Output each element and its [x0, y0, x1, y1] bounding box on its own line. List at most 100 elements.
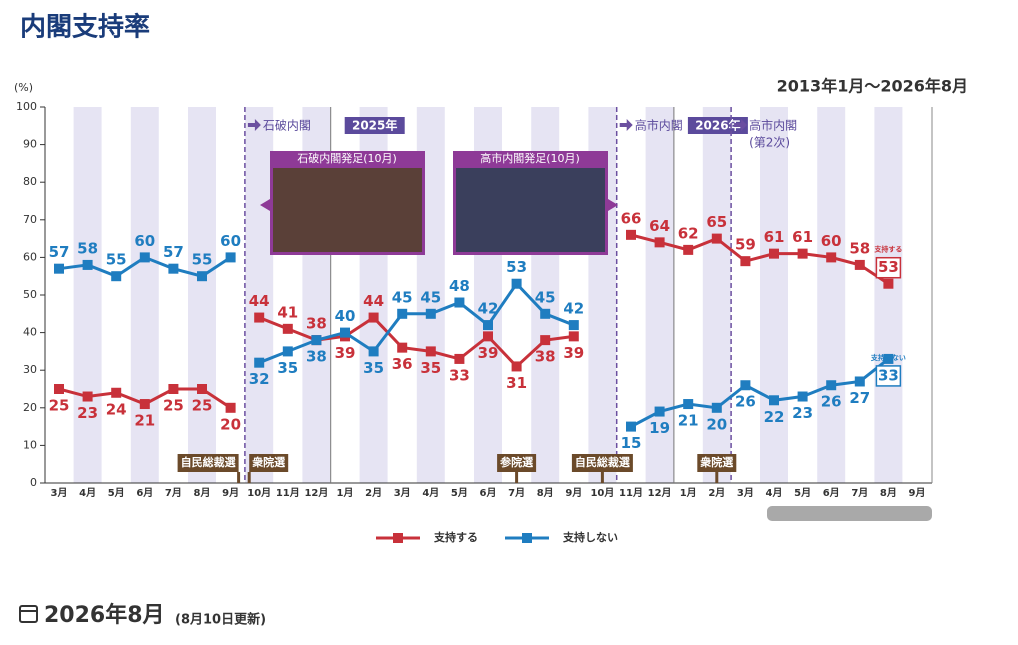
point [654, 237, 665, 248]
final-box [875, 256, 902, 279]
value-label: 42 [563, 300, 584, 318]
x-tick-label: 2月 [365, 487, 382, 499]
point [311, 335, 322, 346]
event-box [249, 454, 289, 472]
calendar-icon [19, 605, 38, 623]
value-label: 45 [392, 288, 413, 306]
value-label: 35 [363, 359, 384, 377]
footer: 2026年8月 (8月10日更新) [19, 602, 266, 628]
cabinet-label: 石破内閣 [263, 118, 311, 133]
value-label: 38 [535, 348, 556, 366]
point [797, 248, 808, 259]
x-tick-label: 9月 [909, 487, 926, 499]
value-label: 53 [506, 258, 527, 276]
y-tick-label: 100 [16, 100, 37, 113]
value-label: 57 [163, 243, 184, 261]
value-label: 20 [706, 415, 727, 433]
value-label: 26 [821, 393, 842, 411]
cabinet-arrow [734, 119, 748, 131]
value-label: 44 [249, 292, 270, 310]
column-stripe [130, 107, 159, 483]
point [711, 233, 722, 244]
final-tag: 支持しない [870, 353, 906, 362]
value-label: 61 [764, 228, 785, 246]
x-tick-label: 7月 [165, 487, 182, 499]
value-label: 59 [735, 236, 756, 254]
x-tick-label: 12月 [304, 487, 328, 499]
value-label: 33 [878, 366, 899, 384]
year-label: 2026年 [695, 118, 740, 133]
value-label: 53 [878, 258, 899, 276]
final-box [875, 365, 902, 387]
x-tick-label: 5月 [451, 487, 468, 499]
point [883, 278, 894, 289]
value-label: 66 [621, 209, 642, 227]
legend-label: 支持しない [562, 530, 618, 544]
column-stripe [73, 107, 102, 483]
x-tick-label: 6月 [136, 487, 153, 499]
value-label: 64 [649, 217, 670, 235]
value-label: 55 [106, 251, 127, 269]
photo [273, 168, 422, 252]
value-label: 61 [792, 228, 813, 246]
x-tick-label: 4月 [422, 487, 439, 499]
point [769, 248, 779, 259]
point [826, 252, 837, 263]
y-tick-label: 70 [23, 213, 37, 226]
point [111, 387, 122, 398]
y-tick-label: 20 [23, 401, 37, 414]
x-tick-label: 10月 [247, 487, 271, 499]
value-label: 42 [478, 300, 499, 318]
x-tick-label: 1月 [337, 487, 354, 499]
x-tick-label: 1月 [680, 487, 697, 499]
footer-note: (8月10日更新) [175, 612, 266, 628]
cabinet-arrow [619, 119, 633, 131]
final-tag: 支持する [873, 245, 902, 254]
value-label: 39 [335, 344, 356, 362]
event-box [697, 454, 737, 472]
column-stripe [817, 107, 846, 483]
point [82, 391, 93, 402]
value-label: 19 [649, 419, 670, 437]
series-line [630, 233, 890, 285]
value-label: 21 [134, 412, 155, 430]
cabinet-label: 高市内閣 [749, 118, 797, 133]
value-label: 32 [249, 370, 270, 388]
x-tick-label: 2月 [708, 487, 725, 499]
y-tick-label: 10 [23, 438, 37, 451]
column-stripe [188, 107, 216, 483]
point [511, 361, 522, 372]
point [139, 252, 150, 263]
point [225, 402, 236, 413]
x-tick-label: 4月 [79, 487, 96, 499]
x-tick-label: 6月 [480, 487, 497, 499]
value-label: 24 [106, 400, 127, 418]
photo-caption: 石破内閣発足(10月) [297, 151, 397, 165]
page-title: 内閣支持率 [20, 12, 150, 43]
y-tick-label: 90 [23, 138, 37, 151]
scrollbar[interactable] [767, 506, 932, 521]
value-label: 41 [277, 303, 298, 321]
point [282, 346, 293, 357]
y-tick-label: 50 [23, 288, 37, 301]
value-label: 60 [134, 232, 155, 250]
x-tick-label: 9月 [565, 487, 582, 499]
point [568, 320, 579, 331]
point [139, 399, 150, 410]
y-tick-label: 0 [30, 476, 37, 489]
event-label: 衆院選 [700, 455, 733, 469]
point [883, 353, 894, 364]
value-label: 35 [277, 359, 298, 377]
cabinet-sublabel: (第2次) [749, 136, 790, 150]
value-label: 60 [821, 232, 842, 250]
x-tick-label: 6月 [823, 487, 840, 499]
column-stripe [245, 107, 274, 483]
value-label: 62 [678, 224, 699, 242]
legend-label: 支持する [433, 530, 478, 544]
point [168, 263, 179, 274]
y-tick-label: 60 [23, 250, 37, 263]
point [626, 229, 636, 240]
point [82, 259, 93, 270]
value-label: 60 [220, 232, 241, 250]
point [425, 308, 436, 319]
